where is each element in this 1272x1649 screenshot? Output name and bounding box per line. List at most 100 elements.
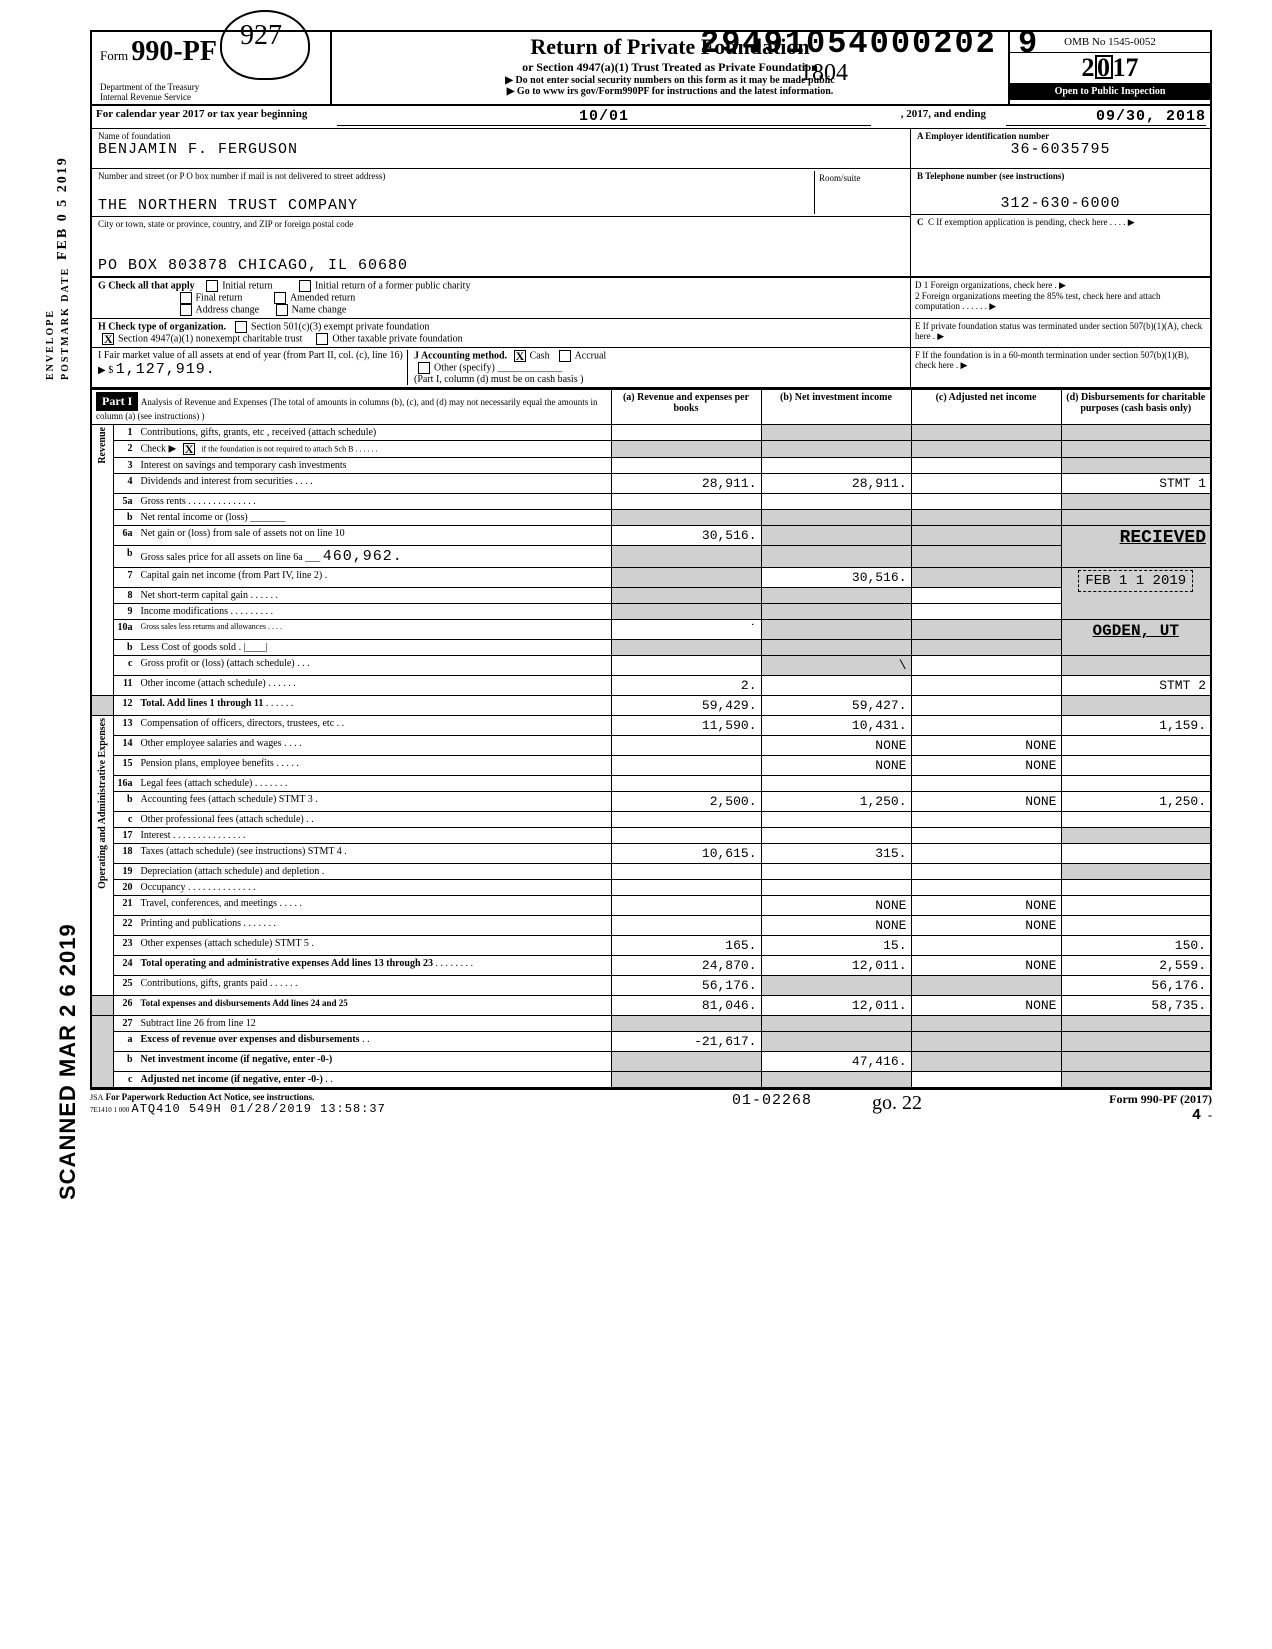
r24-b: 12,011. [761, 956, 911, 976]
r2-label: Check ▶ [141, 443, 179, 454]
other-method-checkbox[interactable] [418, 362, 430, 374]
name-change-checkbox[interactable] [276, 304, 288, 316]
r15-label: Pension plans, employee benefits [141, 758, 274, 769]
paperwork-label: For Paperwork Reduction Act Notice, see … [106, 1092, 315, 1102]
form-label: Form [100, 48, 128, 63]
r27a-label: Excess of revenue over expenses and disb… [141, 1034, 360, 1045]
initial-former-checkbox[interactable] [299, 280, 311, 292]
foundation-name: BENJAMIN F. FERGUSON [98, 141, 904, 158]
r23-d: 150. [1061, 936, 1211, 956]
accrual-label: Accrual [575, 350, 607, 361]
page-num: 4 [1192, 1107, 1202, 1124]
signature-scrawl: go. 22 [872, 1092, 922, 1114]
amended-checkbox[interactable] [274, 292, 286, 304]
r24-a: 24,870. [611, 956, 761, 976]
ein-label: A Employer identification number [917, 131, 1204, 141]
jsa-label: JSA [90, 1093, 103, 1102]
dln-digits: 29491054000202 9 [700, 25, 1039, 62]
f-right: F If the foundation is in a 60-month ter… [910, 348, 1210, 387]
year-end: 09/30, 2018 [1006, 108, 1206, 126]
r16b-b: 1,250. [761, 792, 911, 812]
r6a-a: 30,516. [611, 526, 761, 546]
ij-left: I Fair market value of all assets at end… [92, 348, 910, 387]
r11-label: Other income (attach schedule) [141, 678, 266, 689]
r18-b: 315. [761, 844, 911, 864]
r27-label: Subtract line 26 from line 12 [141, 1018, 256, 1029]
street-value: THE NORTHERN TRUST COMPANY [98, 197, 814, 214]
r23-label: Other expenses (attach schedule) STMT 5 [141, 938, 309, 949]
r16b-d: 1,250. [1061, 792, 1211, 812]
form-number: 990-PF [131, 36, 217, 67]
tax-year: 2017 [1010, 53, 1210, 83]
r26-a: 81,046. [611, 996, 761, 1016]
address-change-checkbox[interactable] [180, 304, 192, 316]
r23-a: 165. [611, 936, 761, 956]
r12-label: Total. Add lines 1 through 11 [141, 698, 264, 709]
year-begin: 10/01 [337, 108, 870, 126]
4947-checkbox[interactable] [102, 333, 114, 345]
e-label: E If private foundation status was termi… [915, 321, 1202, 341]
r11-d: STMT 2 [1061, 676, 1211, 696]
c-text: C If exemption application is pending, c… [928, 217, 1107, 227]
cash-label: Cash [530, 350, 550, 361]
col-c-header: (c) Adjusted net income [911, 389, 1061, 425]
other-taxable-label: Other taxable private foundation [332, 333, 462, 344]
street-label: Number and street (or P O box number if … [98, 171, 814, 181]
expenses-side-label: Operating and Administrative Expenses [97, 718, 108, 889]
r18-a: 10,615. [611, 844, 761, 864]
other-taxable-checkbox[interactable] [316, 333, 328, 345]
part1-title: Analysis of Revenue and Expenses (The to… [96, 397, 597, 421]
r2-checkbox[interactable] [183, 443, 195, 455]
r27c-label: Adjusted net income (if negative, enter … [141, 1074, 323, 1085]
r23-b: 15. [761, 936, 911, 956]
city-value: PO BOX 803878 CHICAGO, IL 60680 [98, 257, 904, 274]
i-value: 1,127,919. [116, 361, 216, 378]
4947-label: Section 4947(a)(1) nonexempt charitable … [118, 333, 302, 344]
postmark-label: POSTMARK DATE [60, 267, 71, 380]
part1-label: Part I [96, 392, 138, 411]
r27b-b: 47,416. [761, 1052, 911, 1072]
r6b-value: 460,962. [323, 548, 403, 565]
ssn-warning: ▶ Do not enter social security numbers o… [336, 75, 1004, 86]
r24-d: 2,559. [1061, 956, 1211, 976]
phone-label: B Telephone number (see instructions) [917, 171, 1204, 181]
d2-label: 2 Foreign organizations meeting the 85% … [915, 291, 1161, 311]
r22-label: Printing and publications [141, 918, 242, 929]
r26-c: NONE [911, 996, 1061, 1016]
cal-year-label: For calendar year 2017 or tax year begin… [96, 108, 307, 126]
received-stamp: RECIEVED [1120, 528, 1206, 548]
final-return-checkbox[interactable] [180, 292, 192, 304]
r4-b: 28,911. [761, 474, 911, 494]
r27a-a: -21,617. [611, 1032, 761, 1052]
initial-former-label: Initial return of a former public charit… [315, 280, 471, 291]
j-note: (Part I, column (d) must be on cash basi… [414, 374, 583, 385]
name-change-label: Name change [292, 304, 347, 315]
ein-value: 36-6035795 [917, 141, 1204, 158]
r16a-label: Legal fees (attach schedule) [141, 778, 253, 789]
501c3-label: Section 501(c)(3) exempt private foundat… [251, 321, 429, 332]
docnum: 01-02268 [672, 1092, 872, 1124]
handwritten-1804: 1804 [800, 60, 848, 87]
revenue-side-label: Revenue [97, 427, 108, 464]
501c3-checkbox[interactable] [235, 321, 247, 333]
accrual-checkbox[interactable] [559, 350, 571, 362]
r21-label: Travel, conferences, and meetings [141, 898, 278, 909]
cash-checkbox[interactable] [514, 350, 526, 362]
initial-return-checkbox[interactable] [206, 280, 218, 292]
col-b-header: (b) Net investment income [761, 389, 911, 425]
r16b-c: NONE [911, 792, 1061, 812]
r13-d: 1,159. [1061, 716, 1211, 736]
city-label: City or town, state or province, country… [98, 219, 904, 229]
r1-label: Contributions, gifts, grants, etc , rece… [137, 425, 612, 441]
r4-d: STMT 1 [1061, 474, 1211, 494]
r16b-label: Accounting fees (attach schedule) STMT 3 [141, 794, 313, 805]
part1-table: Part I Analysis of Revenue and Expenses … [90, 388, 1212, 1089]
phone-value: 312-630-6000 [917, 195, 1204, 212]
code1: 7E1410 1 000 [90, 1106, 129, 1114]
col-a-header: (a) Revenue and expenses per books [611, 389, 761, 425]
r3-label: Interest on savings and temporary cash i… [137, 458, 612, 474]
irs-label: Internal Revenue Service [100, 92, 322, 102]
envelope-label: ENVELOPE [45, 309, 56, 380]
form-subtitle: or Section 4947(a)(1) Trust Treated as P… [336, 60, 1004, 75]
r13-a: 11,590. [611, 716, 761, 736]
